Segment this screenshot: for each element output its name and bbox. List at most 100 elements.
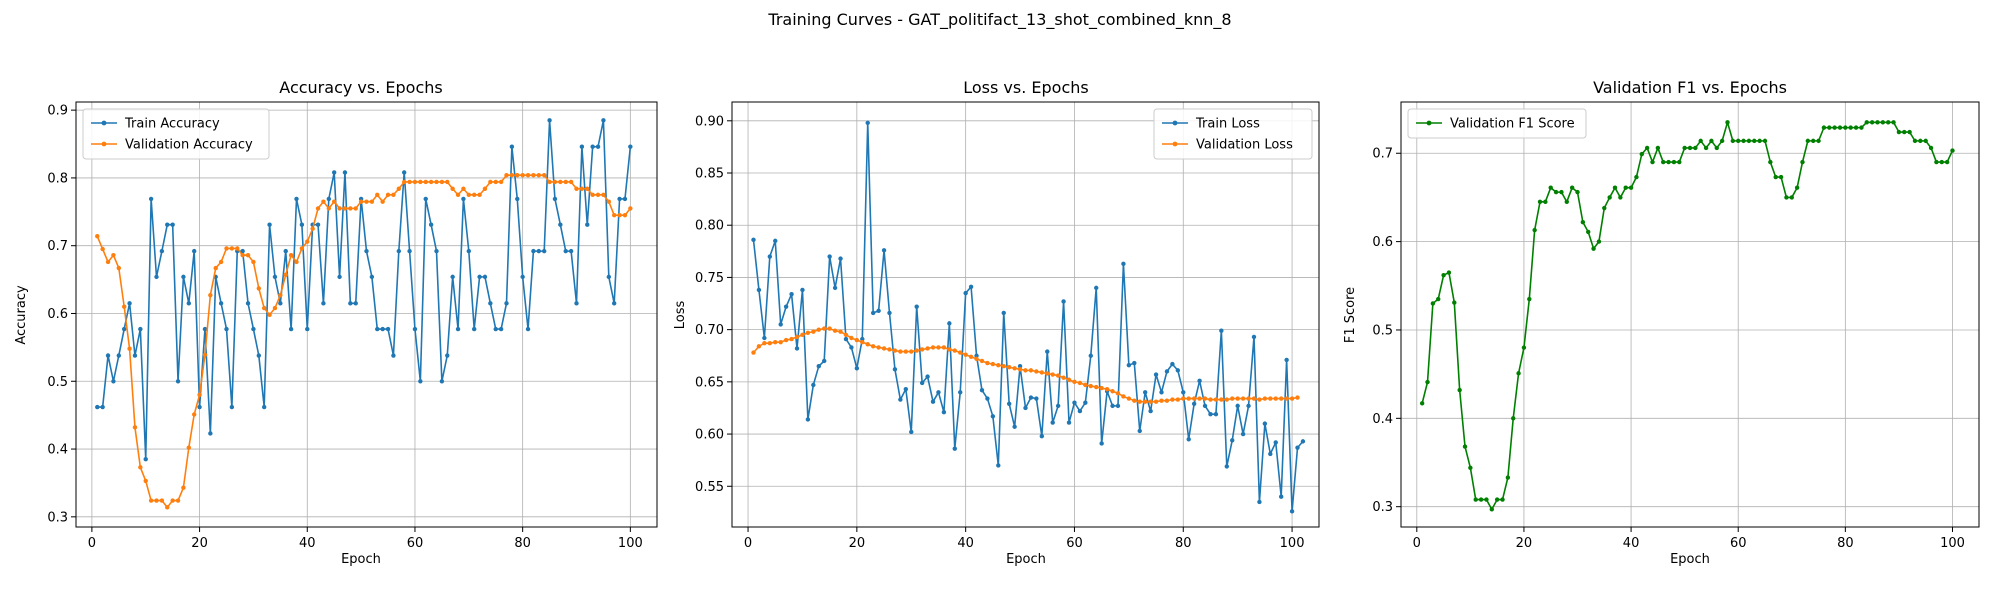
accuracy-series-1-point <box>181 274 186 280</box>
accuracy-series-2-point <box>288 252 294 258</box>
loss-series-2-point <box>860 339 865 345</box>
accuracy-series-2-point <box>547 179 552 185</box>
f1-series-1-point <box>1462 444 1468 449</box>
loss-y-axis-label: Loss <box>673 301 688 330</box>
loss-series-1-point <box>1039 433 1045 439</box>
loss-series-2-point <box>1006 365 1012 370</box>
loss-series-2-point <box>756 344 762 349</box>
loss-series-1-point <box>1115 403 1121 409</box>
f1-series-1-point <box>1532 227 1537 233</box>
accuracy-series-1-point <box>617 196 622 202</box>
accuracy-legend-box <box>82 108 270 160</box>
loss-series-1-point <box>1148 408 1153 414</box>
accuracy-series-1-point <box>401 170 407 175</box>
f1-series-1-point <box>1521 345 1527 350</box>
loss-series-1-point <box>1230 438 1235 443</box>
accuracy-series-1-point <box>439 379 445 384</box>
loss-series-2-point <box>930 345 936 350</box>
accuracy-series-1-point <box>558 222 563 227</box>
accuracy-series-2-point <box>401 179 407 185</box>
f1-series-1-point <box>1543 199 1548 205</box>
f1-series-1-point <box>1575 189 1580 195</box>
f1-series-1-point <box>1816 138 1821 144</box>
f1-series-1-point <box>1650 159 1655 165</box>
accuracy-series-2-point <box>143 478 148 484</box>
accuracy-series-2-point <box>396 186 402 191</box>
loss-series-1-point <box>1083 400 1088 405</box>
f1-series-1-point <box>1687 145 1693 151</box>
loss-series-2-point <box>1181 396 1186 401</box>
accuracy-series-2-point <box>283 272 288 278</box>
accuracy-series-2-point <box>590 192 595 198</box>
f1-series-1-point <box>1902 129 1907 135</box>
loss-series-2 <box>751 326 1300 404</box>
accuracy-series-1-point <box>504 301 509 306</box>
accuracy-series-2-point <box>385 192 391 198</box>
accuracy-series-1-point <box>369 274 375 280</box>
f1-series-1-point <box>1864 120 1869 125</box>
loss-series-2-point <box>1159 398 1164 403</box>
accuracy-series-1-point <box>170 222 175 227</box>
loss-series-2-point <box>854 337 860 343</box>
accuracy-series-1-point <box>148 196 154 202</box>
f1-legend-box <box>1407 108 1587 139</box>
accuracy-series-2-point <box>154 498 159 503</box>
f1-series-1-point <box>1457 387 1462 393</box>
loss-series-2-point <box>811 329 816 334</box>
f1-series-1-point <box>1939 159 1944 165</box>
loss-series-1-point <box>1061 299 1066 304</box>
f1-series-1-point <box>1730 138 1736 144</box>
loss-axes-frame <box>731 101 1320 528</box>
f1-series-1-point <box>1618 195 1623 200</box>
loss-series-2-point <box>881 346 887 351</box>
accuracy-series-2-point <box>471 192 477 198</box>
loss-series-1-point <box>811 382 816 388</box>
accuracy-series-2-point <box>558 179 563 185</box>
loss-series-2-point <box>794 334 800 340</box>
accuracy-series-1-point <box>342 170 348 175</box>
f1-series-1-point <box>1473 497 1478 502</box>
f1-x-axis-label: Epoch <box>1670 552 1710 567</box>
loss-series-1-point <box>1153 372 1159 377</box>
loss-series-2-point <box>1240 396 1246 401</box>
accuracy-series-1-point <box>283 248 288 254</box>
accuracy-series-1-point <box>531 248 536 254</box>
accuracy-series-2-point <box>455 192 461 198</box>
loss-series-1-point <box>1121 261 1126 267</box>
loss-series-1-point <box>1181 390 1186 395</box>
accuracy-y-tick-label: 0.9 <box>47 104 68 119</box>
loss-series-2-point <box>773 339 778 345</box>
accuracy-series-2-point <box>353 206 358 211</box>
accuracy-series-2-point <box>375 192 380 198</box>
f1-series-1-point <box>1928 145 1934 151</box>
f1-series-1-point <box>1762 138 1768 144</box>
loss-series-1-point <box>1099 441 1104 446</box>
loss-series-2-point <box>1186 396 1191 401</box>
loss-series-1-point <box>952 446 957 451</box>
loss-series-1-point <box>958 390 963 395</box>
accuracy-series-1-point <box>197 404 202 410</box>
loss-series-1-point <box>985 396 990 401</box>
loss-series-1-point <box>756 287 762 293</box>
accuracy-series-2-point <box>170 498 175 503</box>
accuracy-series-2-point <box>380 199 385 204</box>
loss-y-tick-label: 0.70 <box>695 323 724 338</box>
loss-series-1-point <box>1137 428 1142 434</box>
accuracy-series-1-point <box>396 248 402 254</box>
loss-series-1-point <box>1055 403 1061 409</box>
loss-series-1-point <box>767 254 773 259</box>
loss-x-tick-label: 60 <box>1066 536 1083 551</box>
loss-series-1-point <box>1001 310 1006 316</box>
f1-series-1-point <box>1789 195 1794 200</box>
accuracy-series-1-point <box>208 431 213 436</box>
loss-series-2-point <box>1153 399 1159 404</box>
loss-series-2-point <box>1077 380 1083 386</box>
loss-y-tick-label: 0.75 <box>695 271 724 286</box>
loss-series-2-point <box>1235 396 1240 401</box>
accuracy-series-2-point <box>418 179 423 185</box>
accuracy-axes-frame <box>75 101 658 528</box>
loss-series-2-point <box>832 328 838 333</box>
accuracy-legend: Train Accuracy Validation Accuracy <box>82 108 270 160</box>
f1-y-axis-label: F1 Score <box>1343 287 1358 343</box>
loss-series-1-point <box>843 336 849 342</box>
